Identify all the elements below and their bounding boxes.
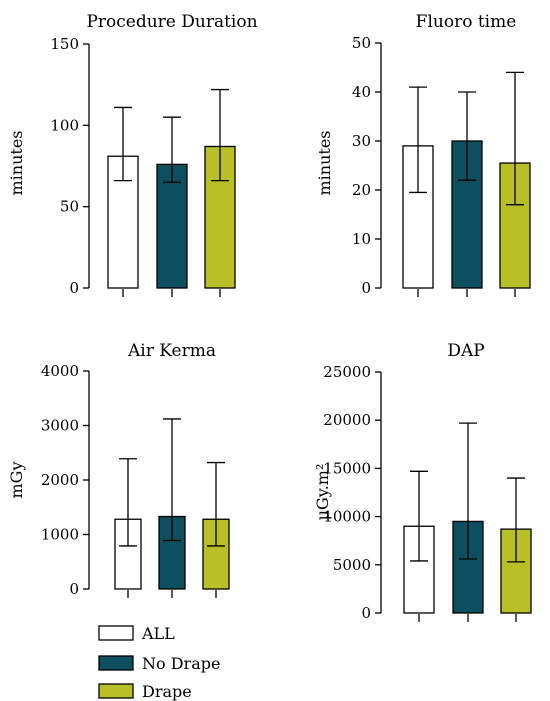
bar-no-drape bbox=[157, 164, 187, 288]
legend-swatch-all bbox=[99, 626, 133, 640]
legend-label-no-drape: No Drape bbox=[142, 654, 220, 673]
y-tick-label: 0 bbox=[69, 580, 79, 598]
legend-item-all: ALL bbox=[99, 624, 175, 643]
chart-title: Fluoro time bbox=[416, 12, 517, 32]
legend-swatch-drape bbox=[99, 684, 133, 698]
y-tick-label: 4000 bbox=[41, 362, 79, 380]
legend-label-all: ALL bbox=[141, 624, 175, 643]
y-tick-label: 50 bbox=[60, 198, 79, 216]
y-tick-label: 15000 bbox=[323, 459, 371, 477]
legend-item-drape: Drape bbox=[99, 682, 192, 701]
y-tick-label: 5000 bbox=[333, 556, 371, 574]
y-tick-label: 3000 bbox=[41, 417, 79, 435]
y-tick-label: 25000 bbox=[323, 363, 371, 381]
y-tick-label: 0 bbox=[69, 279, 79, 297]
y-tick-label: 20 bbox=[352, 181, 371, 199]
legend: ALL No Drape Drape bbox=[99, 624, 220, 701]
legend-swatch-no-drape bbox=[99, 656, 133, 670]
y-tick-label: 10000 bbox=[323, 508, 371, 526]
chart-title: Air Kerma bbox=[127, 341, 216, 361]
y-tick-label: 100 bbox=[50, 116, 79, 134]
chart-air-kerma: Air Kerma mGy 0 1000 2000 3000 4000 bbox=[7, 341, 229, 598]
y-axis-label: minutes bbox=[315, 130, 334, 195]
y-tick-label: 1000 bbox=[41, 526, 79, 544]
y-tick-label: 30 bbox=[352, 132, 371, 150]
y-axis-label: minutes bbox=[7, 130, 26, 195]
y-axis-label: mGy bbox=[7, 462, 26, 499]
chart-title: Procedure Duration bbox=[86, 12, 257, 32]
y-tick-label: 2000 bbox=[41, 471, 79, 489]
y-tick-label: 0 bbox=[361, 604, 371, 622]
chart-title: DAP bbox=[447, 341, 484, 361]
y-tick-label: 10 bbox=[352, 230, 371, 248]
y-tick-label: 150 bbox=[50, 35, 79, 53]
y-tick-label: 0 bbox=[361, 279, 371, 297]
legend-item-no-drape: No Drape bbox=[99, 654, 220, 673]
y-tick-label: 20000 bbox=[323, 411, 371, 429]
y-tick-label: 50 bbox=[352, 34, 371, 52]
chart-procedure-duration: Procedure Duration minutes 0 50 100 150 bbox=[7, 12, 258, 297]
y-tick-label: 40 bbox=[352, 83, 371, 101]
legend-label-drape: Drape bbox=[142, 682, 192, 701]
chart-fluoro-time: Fluoro time minutes 0 10 20 30 40 50 bbox=[315, 12, 530, 297]
